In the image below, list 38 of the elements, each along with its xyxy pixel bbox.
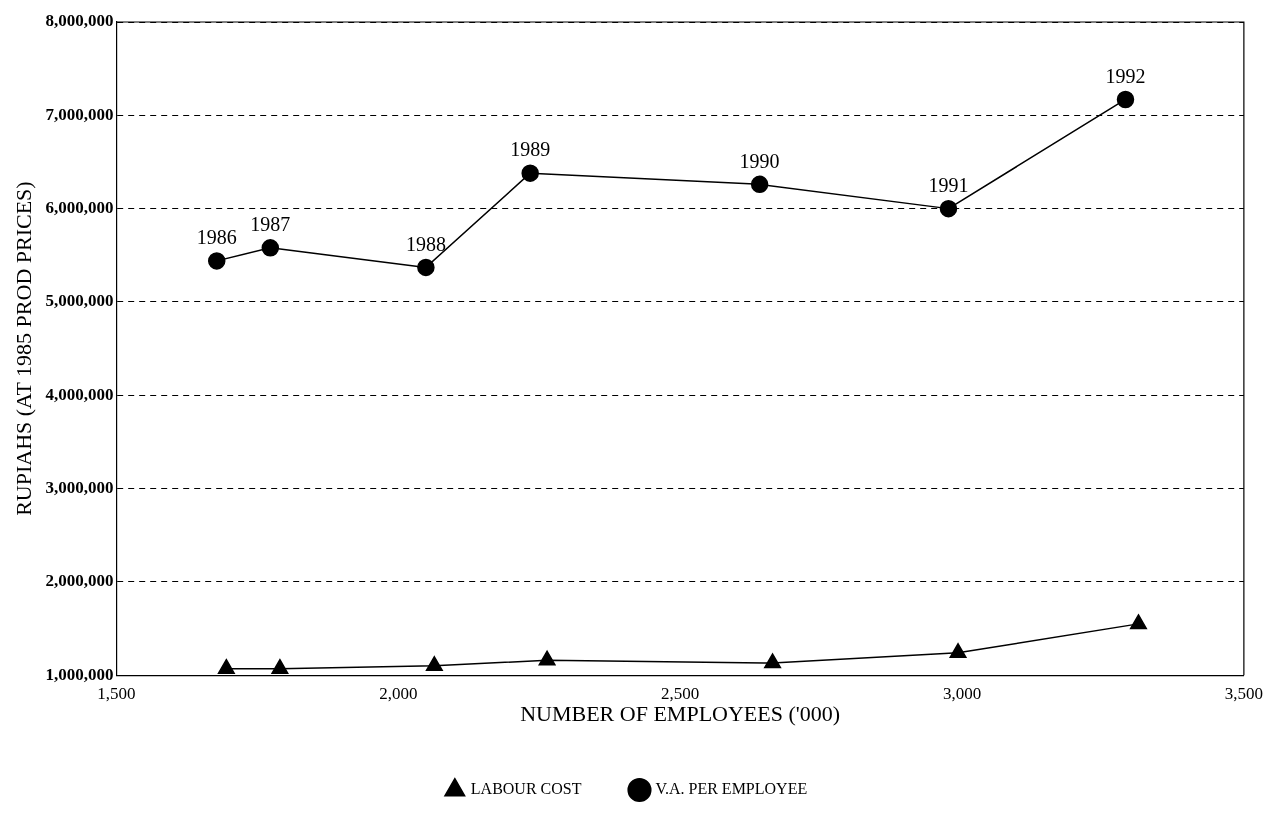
point	[538, 650, 556, 666]
legend-label: LABOUR COST	[470, 780, 582, 798]
point	[764, 653, 782, 669]
annotation: 1992	[1105, 64, 1146, 87]
point	[750, 175, 769, 194]
point	[217, 658, 235, 674]
point	[1129, 614, 1147, 630]
point	[425, 656, 443, 672]
x-tick-label: 3,500	[1224, 683, 1263, 703]
x-axis-title: NUMBER OF EMPLOYEES ('000)	[520, 700, 841, 726]
point	[417, 258, 435, 277]
x-tick-label: 2,500	[661, 683, 700, 703]
annotation: 1990	[739, 149, 780, 172]
y-tick-label: 3,000,000	[45, 477, 114, 497]
x-tick-label: 1,500	[97, 683, 136, 703]
point	[261, 239, 280, 257]
y-tick-label: 1,000,000	[45, 664, 114, 684]
y-tick-label: 4,000,000	[45, 384, 114, 404]
point	[939, 199, 958, 218]
y-tick-label: 7,000,000	[45, 104, 114, 124]
annotation: 1991	[928, 173, 969, 196]
point	[208, 252, 226, 270]
point	[1116, 90, 1135, 109]
y-tick-label: 2,000,000	[45, 571, 114, 591]
y-tick-label: 6,000,000	[45, 198, 114, 218]
x-tick-label: 3,000	[942, 683, 982, 703]
y-tick-label: 8,000,000	[45, 11, 114, 31]
legend-label: V.A. PER EMPLOYEE	[655, 780, 808, 798]
annotation: 1987	[250, 213, 291, 236]
point	[949, 643, 967, 659]
point	[271, 658, 289, 674]
y-tick-label: 5,000,000	[45, 291, 114, 311]
x-tick-label: 2,000	[379, 683, 418, 703]
point	[521, 164, 539, 182]
annotation: 1988	[405, 232, 446, 255]
y-axis-title: RUPIAHS (AT 1985 PROD PRICES)	[10, 181, 36, 516]
annotation: 1989	[510, 138, 551, 161]
annotation: 1986	[196, 226, 237, 249]
